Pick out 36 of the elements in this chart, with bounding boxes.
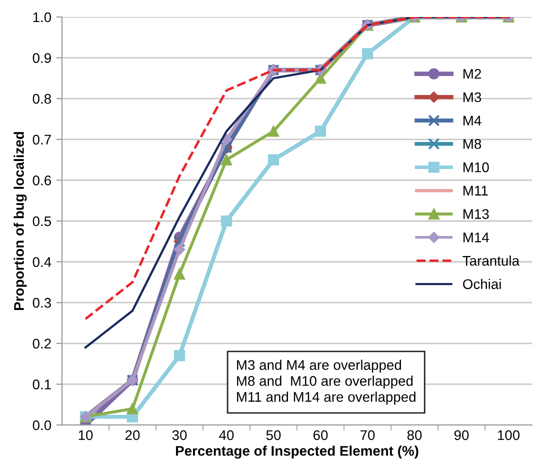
y-tick-label: 0.6 (32, 176, 51, 186)
x-tick-label: 30 (172, 430, 187, 440)
legend-label: Tarantula (462, 256, 520, 266)
legend-label: M10 (464, 162, 489, 172)
x-tick-label: 20 (125, 430, 140, 440)
annotation: M3 and M4 are overlapped (237, 360, 401, 373)
legend-label: M3 (464, 92, 482, 102)
x-tick-label: 10 (78, 430, 93, 440)
y-tick-label: 0.1 (32, 380, 51, 390)
y-tick-label: 0.2 (32, 338, 51, 349)
x-tick-label: 60 (313, 430, 328, 440)
legend-label: M13 (464, 209, 489, 219)
legend-label: M2 (464, 68, 481, 79)
y-tick-label: 0.8 (32, 94, 51, 104)
legend-label: Ochiai (463, 278, 501, 290)
x-tick-label: 80 (407, 430, 422, 440)
y-tick-label: 0.7 (32, 134, 51, 145)
y-tick-label: 0.3 (32, 298, 51, 308)
x-tick-label: 50 (266, 430, 281, 440)
y-tick-label: 0.0 (32, 420, 52, 430)
x-tick-label: 40 (219, 430, 234, 440)
legend-label: M11 (464, 186, 488, 196)
y-tick-label: 0.9 (32, 53, 51, 63)
annotation: M11 and M14 are overlapped (237, 392, 416, 405)
x-tick-label: 70 (360, 430, 375, 440)
y-tick-label: 1.0 (33, 12, 52, 22)
x-tick-label: 100 (498, 430, 520, 440)
x-axis-title: Percentage of Inspected Element (%) (176, 446, 418, 459)
annotation: M8 and M10 are overlapped (237, 376, 413, 389)
y-tick-label: 0.5 (32, 216, 52, 226)
y-tick-label: 0.4 (32, 257, 52, 267)
legend-label: M8 (464, 139, 482, 149)
y-axis-title: Proportion of bug localized (14, 132, 27, 310)
legend-label: M14 (464, 232, 489, 242)
legend-label: M4 (464, 116, 482, 126)
x-tick-label: 90 (454, 430, 469, 440)
